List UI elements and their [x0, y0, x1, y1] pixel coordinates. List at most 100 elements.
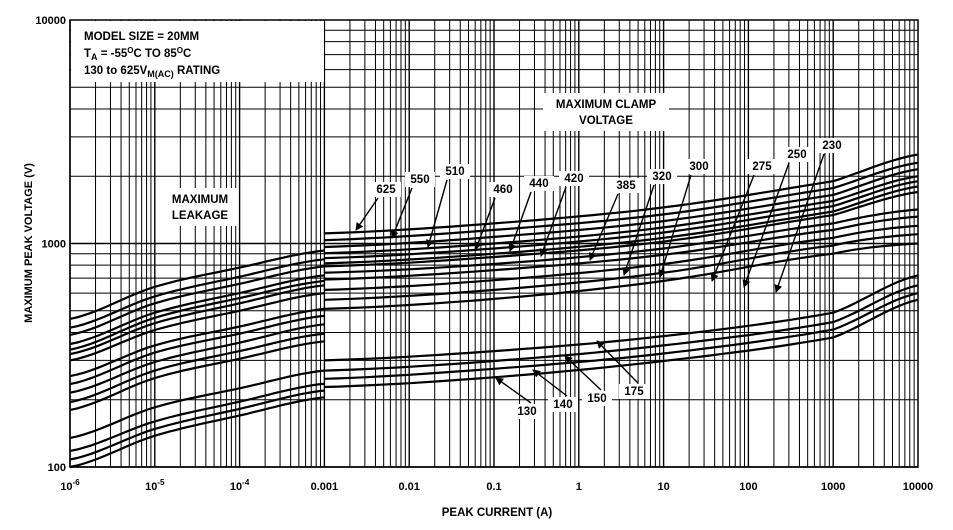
series-label-510: 510	[445, 166, 464, 178]
leakage-curve-175	[69, 369, 325, 439]
x-tick-label: 10-5	[145, 478, 165, 493]
leakage-curve-250	[69, 332, 325, 404]
y-tick-label: 100	[48, 462, 66, 474]
label-arrow-230	[774, 153, 825, 293]
leakage-curve-550	[69, 258, 325, 329]
clamp-curve-230	[324, 242, 919, 310]
y-tick-label: 1000	[42, 239, 66, 251]
label-bg	[559, 171, 589, 186]
label-arrow-130	[495, 377, 532, 404]
label-arrow-385	[589, 193, 619, 261]
clamp-curve-175	[324, 274, 919, 362]
leakage-curve-150	[69, 382, 325, 452]
series-label-550: 550	[410, 174, 429, 186]
leakage-annotation: MAXIMUM LEAKAGE	[163, 188, 237, 226]
label-bg	[548, 397, 578, 412]
leakage-label-2: LEAKAGE	[172, 210, 229, 222]
label-arrow-510	[426, 179, 448, 248]
label-arrow-625	[355, 197, 379, 231]
x-tick-label: 10	[657, 481, 669, 493]
clamp-label-1: MAXIMUM CLAMP	[556, 99, 657, 111]
leakage-curve-460	[69, 274, 325, 346]
info-line-2: TA = -55OC TO 85OC	[84, 46, 191, 62]
label-arrow-440	[508, 191, 532, 252]
info-line-1: MODEL SIZE = 20MM	[84, 31, 199, 43]
leakage-curve-140	[69, 389, 325, 461]
clamp-curve-130	[324, 298, 919, 389]
label-bg	[582, 391, 612, 406]
clamp-curve-150	[324, 284, 919, 372]
label-bg	[817, 138, 847, 153]
label-arrow-460	[474, 197, 496, 250]
tick-labels: 10-6 10-5 10-4 0.001 0.01 0.1 1 10 100 1000 10000 1…	[35, 15, 933, 493]
x-tick-label: 100	[739, 481, 757, 493]
leakage-curve-320	[69, 307, 325, 378]
label-arrow-140	[532, 369, 568, 397]
label-bg	[611, 178, 641, 193]
x-tick-label: 0.001	[311, 481, 339, 493]
clamp-curve-625	[324, 153, 919, 235]
series-label-150: 150	[587, 393, 606, 405]
series-label-230: 230	[822, 140, 841, 152]
leakage-curve-300	[69, 314, 325, 386]
series-label-175: 175	[624, 386, 644, 398]
label-bg	[405, 172, 435, 187]
clamp-curve-385	[324, 190, 919, 268]
x-tick-label: 10-4	[230, 478, 250, 493]
leakage-curve-385	[69, 292, 325, 362]
x-axis-label: PEAK CURRENT (A)	[442, 507, 553, 519]
series-labels: 625 550 510 460 440 420 385 320 300 275 250 230 175 1…	[355, 138, 847, 419]
label-bg	[647, 169, 677, 184]
series-label-130: 130	[517, 406, 536, 418]
clamp-label-2: VOLTAGE	[579, 115, 633, 127]
leakage-curve-130	[69, 396, 325, 469]
clamp-curve-140	[324, 292, 919, 380]
label-bg	[684, 159, 714, 174]
clamp-curve-550	[324, 161, 919, 242]
info-line-3: 130 to 625VM(AC) RATING	[84, 65, 220, 79]
series-label-250: 250	[787, 149, 806, 161]
series-label-320: 320	[652, 171, 671, 183]
series-label-140: 140	[553, 399, 572, 411]
leakage-curve-625	[69, 249, 325, 320]
x-tick-label: 10-6	[60, 478, 80, 493]
curves	[69, 153, 919, 469]
clamp-annotation: MAXIMUM CLAMP VOLTAGE	[543, 93, 669, 131]
info-box-bg	[71, 21, 324, 82]
leakage-curve-230	[69, 340, 325, 411]
y-axis-label: MAXIMUM PEAK VOLTAGE (V)	[23, 163, 35, 323]
label-bg	[512, 404, 542, 419]
label-arrow-320	[622, 184, 655, 276]
info-box: MODEL SIZE = 20MM TA = -55OC TO 85OC 130…	[71, 21, 324, 82]
label-arrow-275	[710, 174, 755, 282]
label-arrow-300	[658, 174, 692, 278]
clamp-curve-440	[324, 180, 919, 260]
x-tick-label: 0.1	[486, 481, 501, 493]
series-label-625: 625	[376, 184, 396, 196]
series-label-440: 440	[529, 178, 548, 190]
leakage-curve-440	[69, 279, 325, 351]
label-bg	[619, 384, 649, 399]
clamp-curve-300	[324, 215, 919, 281]
leakage-curve-420	[69, 284, 325, 356]
label-arrow-175	[596, 340, 639, 384]
clamp-curve-460	[324, 175, 919, 255]
label-bg	[371, 182, 401, 197]
label-arrow-420	[539, 186, 567, 257]
x-tick-label: 10000	[903, 481, 934, 493]
label-bg	[747, 159, 777, 174]
series-label-275: 275	[752, 161, 772, 173]
clamp-curve-420	[324, 185, 919, 265]
label-bg	[488, 182, 518, 197]
label-arrow-250	[742, 162, 790, 288]
label-bg	[440, 164, 470, 179]
series-label-300: 300	[689, 161, 708, 173]
leakage-curve-275	[69, 323, 325, 394]
series-label-460: 460	[493, 184, 512, 196]
x-tick-label: 0.01	[398, 481, 419, 493]
clamp-curve-320	[324, 208, 919, 274]
clamp-curve-510	[324, 168, 919, 249]
leakage-label-1: MAXIMUM	[172, 194, 228, 206]
label-bg	[524, 176, 554, 191]
